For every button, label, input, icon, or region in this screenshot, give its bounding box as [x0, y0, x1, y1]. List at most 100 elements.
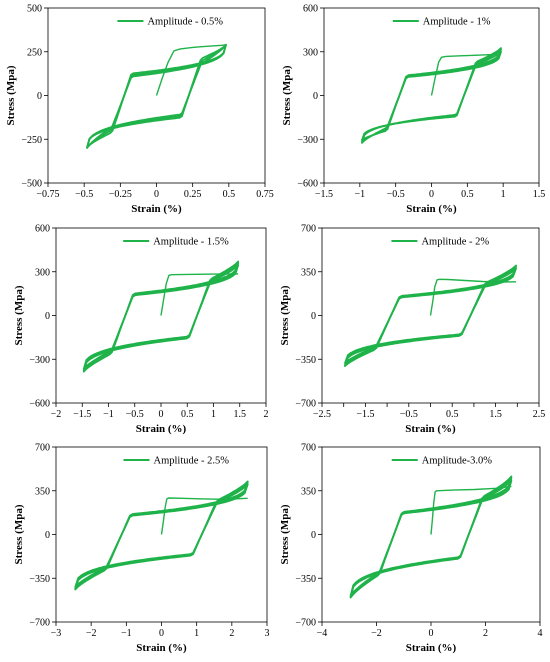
y-tick-label: −350 [295, 574, 316, 585]
x-tick-label: −3 [51, 628, 62, 639]
initial-loading-curve [160, 497, 248, 535]
x-tick-label: −1.5 [315, 189, 333, 200]
hysteresis-loop-3 [82, 260, 240, 373]
curves [344, 264, 517, 367]
x-tick-label: −0.5 [126, 409, 144, 420]
hysteresis-loop-2 [86, 43, 227, 149]
curves [74, 480, 249, 591]
x-tick-label: −0.5 [400, 409, 418, 420]
y-tick-label: 350 [35, 486, 50, 497]
x-tick-label: −0.5 [75, 189, 93, 200]
x-tick-label: 0 [159, 409, 164, 420]
x-tick-label: 3 [265, 628, 270, 639]
y-tick-label: −300 [297, 135, 318, 146]
x-tick-label: 0 [429, 189, 434, 200]
x-tick-label: 1.5 [533, 189, 546, 200]
y-tick-label: 300 [35, 267, 50, 278]
x-tick-label: −1 [355, 189, 366, 200]
y-tick-label: 500 [27, 4, 42, 15]
y-tick-label: 300 [303, 47, 318, 58]
x-tick-label: 4 [538, 628, 543, 639]
x-tick-label: −4 [317, 628, 328, 639]
x-axis-title: Strain (%) [131, 203, 182, 215]
x-tick-label: 0.5 [223, 189, 236, 200]
hysteresis-loop-3 [349, 475, 513, 599]
x-tick-label: 2 [229, 628, 234, 639]
y-axis-title: Stress (Mpa) [13, 504, 25, 564]
hysteresis-loop-2 [82, 262, 240, 372]
x-axis-title: Strain (%) [136, 423, 187, 435]
x-tick-label: −0.75 [36, 189, 59, 200]
initial-loading-curve [155, 44, 226, 96]
y-axis-title: Stress (Mpa) [281, 65, 293, 125]
initial-loading-curve [430, 53, 502, 96]
x-tick-label: 0 [159, 628, 164, 639]
x-tick-label: 1 [211, 409, 216, 420]
x-tick-label: 0.5 [181, 409, 194, 420]
y-tick-label: 700 [301, 443, 316, 454]
curves [349, 475, 513, 599]
legend-label: Amplitude - 2% [421, 237, 489, 248]
chart-panel-5: −3 −2 −1 0 1 2 3 −700 −350 0 350 700 Strain (%) Stres… [13, 443, 270, 655]
legend-label: Amplitude - 0.5% [147, 17, 223, 28]
x-tick-label: 0.5 [446, 409, 459, 420]
x-tick-label: 0.25 [184, 189, 202, 200]
y-axis-title: Stress (Mpa) [5, 65, 17, 125]
x-axis-title: Strain (%) [136, 642, 187, 654]
x-tick-label: 0.75 [256, 189, 274, 200]
y-tick-label: 700 [301, 224, 316, 235]
x-tick-label: 0.5 [461, 189, 474, 200]
x-tick-label: 1.5 [489, 409, 502, 420]
y-tick-label: −700 [295, 399, 316, 410]
x-axis-title: Strain (%) [406, 203, 457, 215]
x-tick-label: 0 [154, 189, 159, 200]
chart-panel-4: −2.5 −1.5 −0.5 0.5 1.5 2.5 −700 −350 0 350 700 Stra… [279, 224, 545, 436]
x-tick-label: −1.5 [356, 409, 374, 420]
hysteresis-loop-2 [349, 477, 513, 598]
chart-panel-6: −4 −2 0 2 4 −700 −350 0 350 700 Strain (%) Stress (… [279, 443, 543, 655]
y-tick-label: 0 [37, 91, 42, 102]
curves [86, 43, 227, 149]
y-tick-label: −600 [297, 179, 318, 190]
x-tick-label: −1 [121, 628, 132, 639]
x-tick-label: −1.5 [73, 409, 91, 420]
x-axis-title: Strain (%) [406, 642, 457, 654]
y-axis-title: Stress (Mpa) [279, 285, 291, 345]
hysteresis-loop-3 [74, 480, 249, 591]
y-axis-title: Stress (Mpa) [279, 504, 291, 564]
y-tick-label: 350 [301, 267, 316, 278]
chart-panel-1: −0.75 −0.5 −0.25 0 0.25 0.5 0.75 −500 −250 0 250 50… [5, 4, 274, 216]
chart-panel-3: −2 −1.5 −1 −0.5 0 0.5 1 1.5 2 −600 −300 0 300 600 Stra… [13, 224, 269, 436]
x-tick-label: 2 [483, 628, 488, 639]
y-tick-label: 700 [35, 443, 50, 454]
x-tick-label: 1.5 [234, 409, 247, 420]
x-tick-label: 2 [264, 409, 269, 420]
x-tick-label: −0.25 [109, 189, 132, 200]
legend-label: Amplitude-3.0% [422, 456, 493, 467]
y-tick-label: −700 [295, 618, 316, 629]
curves [82, 260, 240, 373]
y-tick-label: 250 [27, 47, 42, 58]
y-tick-label: 0 [311, 311, 316, 322]
hysteresis-loop-3 [361, 47, 502, 141]
x-tick-label: 1 [194, 628, 199, 639]
y-tick-label: −500 [21, 179, 42, 190]
initial-loading-curve [430, 485, 512, 535]
y-tick-label: 600 [35, 224, 50, 235]
y-tick-label: 350 [301, 486, 316, 497]
x-tick-label: 2.5 [533, 409, 546, 420]
initial-loading-curve [160, 273, 239, 316]
y-tick-label: −700 [29, 618, 50, 629]
legend-label: Amplitude - 1.5% [153, 237, 229, 248]
y-tick-label: 0 [311, 530, 316, 541]
x-tick-label: −2 [86, 628, 97, 639]
chart-panel-2: −1.5 −1 −0.5 0 0.5 1 1.5 −600 −300 0 300 600 Strain … [281, 4, 545, 216]
y-tick-label: −350 [29, 574, 50, 585]
hysteresis-loop-3 [86, 44, 227, 149]
y-tick-label: 600 [303, 4, 318, 15]
hysteresis-loop-3 [344, 264, 517, 367]
y-tick-label: −250 [21, 135, 42, 146]
legend-label: Amplitude - 1% [423, 17, 491, 28]
curves [361, 47, 502, 144]
